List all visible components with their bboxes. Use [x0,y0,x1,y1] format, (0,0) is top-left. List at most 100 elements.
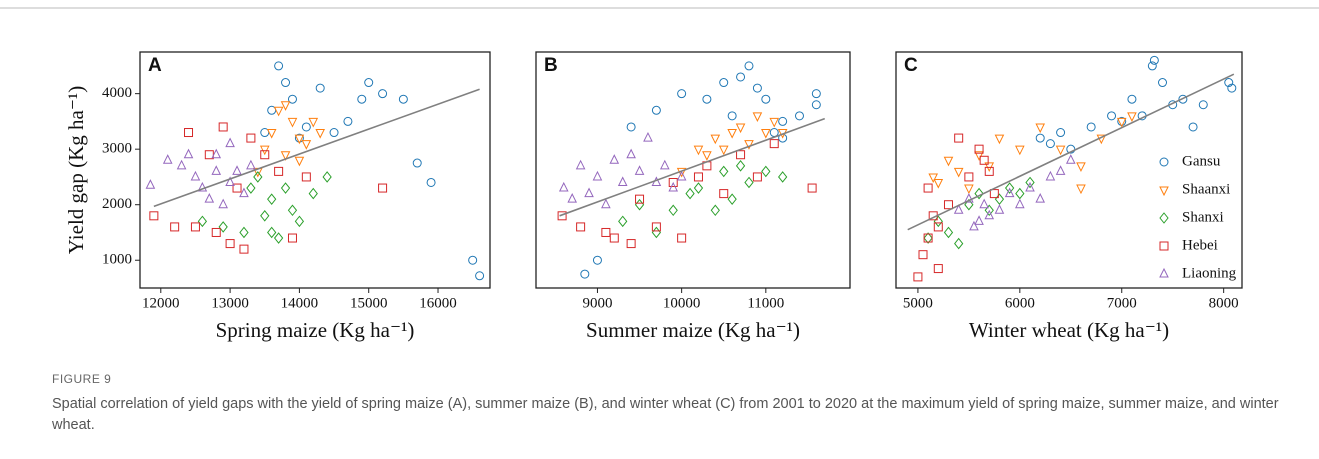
point [953,167,964,178]
point [668,177,678,187]
legend-label: Shaanxi [1182,181,1230,197]
point [246,159,256,170]
point [979,198,989,209]
point [719,165,729,178]
point [969,220,979,231]
point [677,233,687,243]
point [1015,187,1025,200]
trend-line [907,73,1235,231]
point [1188,122,1198,132]
point [281,78,291,88]
point [964,172,974,182]
y-tick-label: 1000 [102,252,132,268]
x-axis-label: Spring maize (Kg ha⁻¹) [216,318,415,342]
point [761,129,771,139]
point [294,134,305,145]
point [145,179,156,189]
y-axis-label: Yield gap (Kg ha⁻¹) [64,86,88,254]
point [744,140,754,150]
point [719,78,729,88]
point [176,159,187,170]
figure-caption: Spatial correlation of yield gaps with t… [52,396,1279,433]
point [1198,100,1208,110]
point [933,222,943,232]
point [1127,94,1137,104]
point [1035,123,1046,134]
point [735,123,746,134]
point [943,226,954,239]
point [710,134,721,145]
point [1127,112,1137,122]
point [260,150,270,160]
panel-label: A [148,55,162,76]
point [287,94,297,104]
point [412,158,422,168]
point [807,183,817,193]
panel-label: C [904,55,918,76]
point [964,193,974,203]
point [778,116,788,126]
x-tick-label: 14000 [281,295,319,311]
point [811,100,821,110]
point [1004,187,1015,198]
point [225,137,235,148]
legend-marker [1159,241,1169,251]
point [343,116,353,126]
trend-line [559,117,826,217]
point [736,150,746,160]
point [659,159,670,170]
point [1045,139,1055,149]
point [190,170,201,181]
legend-label: Hebei [1182,237,1218,253]
point [308,187,318,200]
point [225,239,235,249]
point [923,183,933,193]
point [218,122,228,132]
legend-marker [1159,186,1169,197]
point [149,211,159,221]
point [584,187,594,198]
point [718,145,729,156]
point [1004,182,1015,194]
point [984,166,994,176]
point [643,131,653,142]
x-tick-label: 12000 [142,295,180,311]
point [267,226,277,239]
point [239,187,249,198]
point [761,94,771,104]
point [994,204,1005,214]
point [989,189,999,199]
point [294,156,305,167]
plot-frame [535,51,851,289]
point [974,151,984,161]
point [1055,145,1066,156]
point [761,165,771,178]
figure-label: FIGURE 9 [52,372,112,386]
point [693,172,703,182]
point [943,156,954,167]
point [1025,176,1035,189]
point [576,222,586,232]
point [668,204,678,217]
point [626,148,636,159]
point [702,151,712,161]
point [308,117,319,128]
point [933,178,944,189]
point [246,133,256,143]
point [211,165,222,175]
point [626,239,636,249]
point [287,117,298,128]
point [923,232,933,244]
point [1056,128,1066,138]
point [984,204,994,217]
point [984,209,995,220]
point [677,89,687,99]
point [246,182,256,194]
point [253,171,263,183]
point [378,183,388,193]
y-tick-label: 4000 [102,85,132,101]
point [943,200,953,210]
point [974,144,984,154]
point [1025,181,1035,192]
